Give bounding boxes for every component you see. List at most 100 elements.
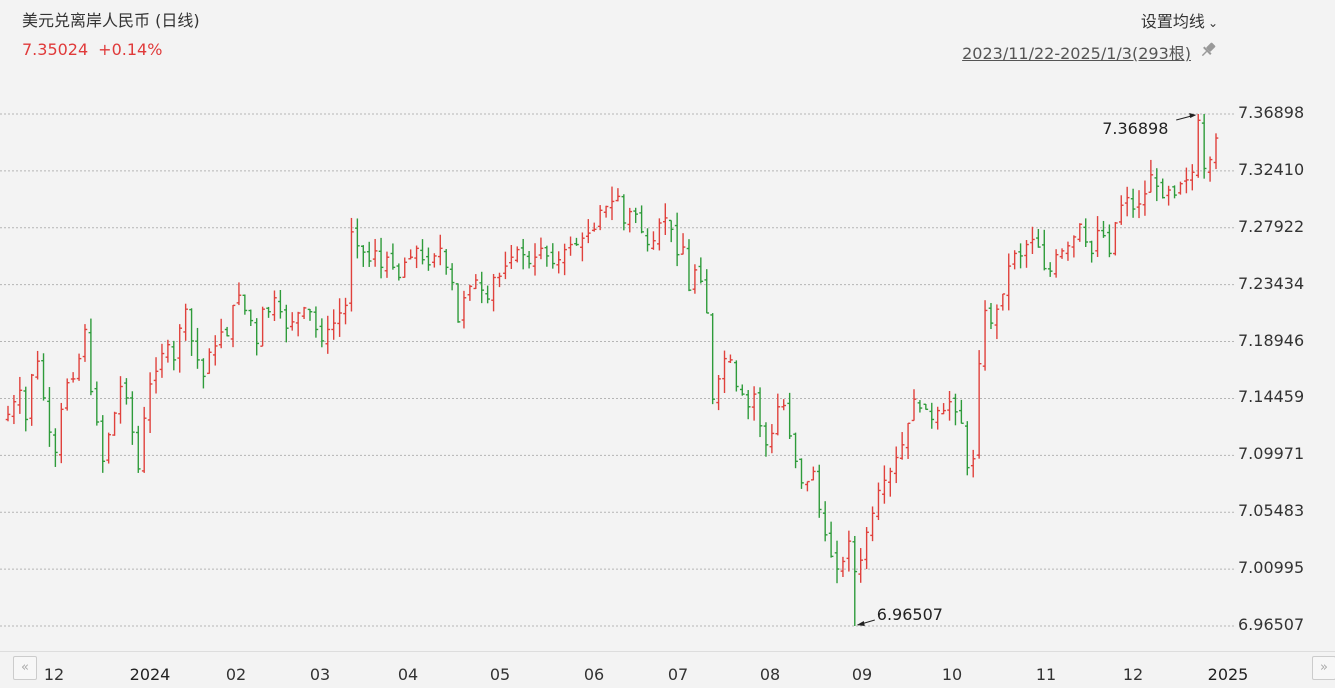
- ohlc-bar: [1113, 221, 1118, 256]
- ohlc-bar: [135, 425, 141, 473]
- ohlc-bar: [870, 506, 875, 542]
- ohlc-bar: [443, 249, 449, 275]
- ohlc-bar: [236, 282, 242, 306]
- x-tick-label: 08: [759, 665, 781, 684]
- last-price: 7.35024: [22, 40, 89, 59]
- x-tick-label: 12: [43, 665, 65, 684]
- ohlc-bar: [384, 251, 390, 278]
- ohlc-bar: [574, 237, 579, 246]
- ohlc-bar: [1018, 243, 1023, 269]
- price-change: +0.14%: [98, 40, 163, 59]
- ohlc-bar: [289, 312, 295, 331]
- ohlc-bar: [1184, 167, 1189, 194]
- y-tick-label: 7.18946: [1238, 330, 1305, 350]
- ohlc-bar: [562, 243, 567, 276]
- ohlc-bar: [5, 405, 11, 422]
- ohlc-bar: [396, 263, 402, 281]
- x-tick-label: 05: [489, 665, 511, 684]
- ohlc-bar: [994, 304, 1000, 340]
- ohlc-bar: [1136, 190, 1142, 219]
- ohlc-bar: [544, 245, 550, 267]
- x-tick-label: 04: [397, 665, 419, 684]
- ohlc-bar: [432, 253, 437, 268]
- ohlc-bar: [1089, 240, 1094, 263]
- scroll-right-button[interactable]: »: [1312, 656, 1335, 680]
- ohlc-bar: [1101, 220, 1106, 238]
- ohlc-bar: [53, 428, 58, 467]
- y-tick-label: 7.36898: [1238, 103, 1305, 122]
- ohlc-bar: [11, 394, 17, 425]
- ohlc-bar: [734, 360, 739, 392]
- ohlc-bar: [609, 186, 615, 221]
- ohlc-bar: [911, 389, 917, 422]
- x-tick-label: 09: [851, 665, 873, 684]
- ohlc-bar: [1024, 240, 1029, 268]
- ohlc-bar: [840, 556, 846, 577]
- ohlc-bar: [1030, 226, 1035, 255]
- ohlc-bar: [964, 421, 970, 476]
- ohlc-bar: [852, 535, 858, 626]
- ohlc-bar: [805, 480, 810, 492]
- ohlc-bar: [130, 391, 135, 445]
- ohlc-bar: [147, 372, 153, 434]
- ohlc-bar: [959, 399, 964, 424]
- ohlc-bar: [337, 298, 342, 337]
- ohlc-bar: [751, 386, 757, 421]
- ohlc-bar: [390, 243, 396, 270]
- ohlc-bar: [941, 403, 946, 415]
- ohlc-bar: [1071, 235, 1077, 258]
- ohlc-bar: [982, 300, 988, 371]
- ohlc-bar: [520, 238, 526, 270]
- ohlc-bar: [811, 466, 816, 481]
- ohlc-bar: [509, 245, 514, 269]
- ohlc-bar: [242, 294, 248, 315]
- max-arrowhead: [1189, 113, 1197, 118]
- ohlc-bar: [183, 303, 188, 341]
- ohlc-bar: [591, 222, 597, 232]
- ohlc-bar: [17, 376, 23, 414]
- ohlc-bar: [858, 548, 864, 583]
- annotations: 7.36898 6.96507: [856, 113, 1197, 626]
- ohlc-bar: [1059, 248, 1065, 259]
- ohlc-bar: [467, 284, 473, 301]
- ohlc-bar: [230, 304, 236, 348]
- ohlc-bar: [1154, 168, 1160, 202]
- x-tick-label: 2025: [1207, 665, 1249, 684]
- ohlc-bar: [793, 432, 798, 469]
- y-tick-label: 7.09971: [1238, 444, 1305, 464]
- set-ma-button[interactable]: 设置均线 ⌄: [1141, 8, 1218, 32]
- ohlc-bar: [473, 274, 479, 290]
- ohlc-bar: [662, 203, 668, 235]
- ohlc-bar: [177, 324, 183, 373]
- ohlc-bar: [378, 237, 384, 279]
- ohlc-bar: [692, 264, 698, 294]
- ohlc-bar: [970, 449, 976, 478]
- ohlc-bar: [1201, 114, 1207, 179]
- ohlc-bar: [882, 465, 887, 504]
- ohlc-bar: [1195, 114, 1201, 178]
- scroll-left-button[interactable]: «: [13, 656, 37, 680]
- ohlc-bar: [586, 219, 591, 244]
- ohlc-bar: [47, 387, 52, 447]
- ohlc-bar: [1207, 156, 1213, 182]
- ohlc-bar: [349, 217, 354, 312]
- ohlc-bar: [816, 464, 822, 518]
- ohlc-bar: [201, 358, 206, 389]
- ohlc-bar: [165, 339, 171, 363]
- ohlc-bar: [722, 350, 727, 394]
- ohlc-bar: [1012, 250, 1017, 270]
- ohlc-bar: [254, 318, 260, 356]
- pin-icon[interactable]: [1198, 40, 1218, 60]
- ohlc-bar: [988, 303, 994, 330]
- ohlc-bar: [627, 207, 633, 233]
- ohlc-bar: [58, 402, 64, 464]
- ohlc-bar: [668, 219, 674, 243]
- min-arrowhead: [856, 621, 865, 626]
- price-quote: 7.35024 +0.14%: [22, 40, 172, 59]
- ohlc-bar: [846, 530, 852, 572]
- date-range-link[interactable]: 2023/11/22-2025/1/3(293根): [962, 44, 1191, 63]
- ohlc-bar: [319, 318, 325, 348]
- ohlc-bar: [781, 399, 787, 411]
- ohlc-bar: [171, 340, 177, 371]
- ohlc-bar: [1047, 262, 1053, 277]
